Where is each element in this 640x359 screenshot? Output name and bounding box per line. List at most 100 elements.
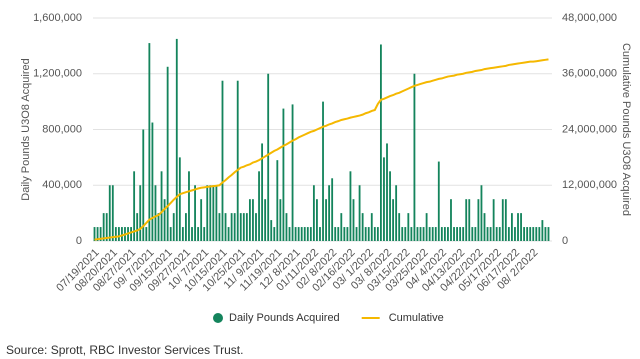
bar bbox=[108, 185, 111, 241]
bar bbox=[468, 199, 471, 241]
bar bbox=[480, 185, 483, 241]
bar bbox=[194, 185, 196, 241]
bar bbox=[514, 227, 516, 241]
bar bbox=[273, 227, 276, 241]
bar bbox=[389, 171, 391, 241]
legend-item: Cumulative bbox=[361, 312, 444, 324]
bar bbox=[233, 213, 236, 241]
bar bbox=[434, 227, 437, 241]
bar bbox=[93, 227, 96, 241]
bar bbox=[407, 213, 410, 241]
bar bbox=[447, 227, 449, 241]
bar bbox=[252, 199, 254, 241]
bar bbox=[218, 213, 221, 241]
bar bbox=[450, 199, 452, 241]
bar bbox=[428, 227, 431, 241]
bar bbox=[501, 199, 504, 241]
bar bbox=[215, 185, 218, 241]
y-tick-label: 400,000 bbox=[42, 179, 82, 191]
bar bbox=[517, 213, 519, 241]
legend-swatch bbox=[213, 313, 223, 323]
bar bbox=[404, 227, 407, 241]
y2-tick-label: 48,000,000 bbox=[562, 12, 617, 24]
bar bbox=[197, 227, 200, 241]
bar bbox=[355, 227, 358, 241]
bar bbox=[547, 227, 550, 241]
bar bbox=[267, 73, 270, 241]
bar bbox=[379, 44, 382, 242]
bar bbox=[255, 213, 257, 241]
bar bbox=[492, 199, 495, 241]
bar bbox=[477, 199, 480, 241]
bar bbox=[352, 199, 355, 241]
bar bbox=[160, 171, 163, 241]
y-axis-title: Daily Pounds U3O8 Acquired bbox=[20, 58, 32, 200]
bar bbox=[163, 199, 166, 241]
bar bbox=[511, 213, 513, 241]
bar bbox=[111, 185, 114, 241]
bar bbox=[276, 160, 279, 241]
bar bbox=[261, 143, 264, 241]
bar bbox=[230, 213, 233, 241]
bar bbox=[346, 227, 349, 241]
bar bbox=[349, 171, 352, 241]
bar bbox=[172, 213, 175, 241]
bar bbox=[294, 227, 297, 241]
bar bbox=[422, 227, 425, 241]
bar bbox=[157, 213, 160, 241]
bar bbox=[386, 143, 388, 241]
bar bbox=[431, 227, 434, 241]
bar bbox=[401, 227, 404, 241]
bar bbox=[419, 227, 422, 241]
bar bbox=[309, 227, 312, 241]
bar bbox=[148, 43, 151, 242]
bar bbox=[456, 227, 458, 241]
y2-tick-label: 12,000,000 bbox=[562, 179, 617, 191]
bar bbox=[416, 227, 419, 241]
legend-label: Cumulative bbox=[389, 312, 444, 324]
bar bbox=[151, 122, 154, 241]
bar bbox=[288, 227, 291, 241]
bar bbox=[316, 199, 318, 241]
bar bbox=[376, 227, 379, 241]
legend-label: Daily Pounds Acquired bbox=[229, 312, 340, 324]
y2-axis-title: Cumulative Pounds U3O8 Acquired bbox=[620, 43, 632, 216]
bar bbox=[114, 227, 117, 241]
bar bbox=[474, 227, 477, 241]
bar bbox=[425, 213, 428, 241]
bar bbox=[370, 213, 373, 241]
bar bbox=[392, 199, 395, 241]
bar bbox=[507, 227, 510, 241]
bar bbox=[258, 171, 260, 241]
bar bbox=[520, 213, 522, 241]
bar bbox=[312, 185, 315, 241]
bar bbox=[102, 213, 105, 241]
bar bbox=[209, 185, 212, 241]
bar bbox=[291, 104, 294, 241]
y-tick-label: 800,000 bbox=[42, 123, 82, 135]
y-tick-label: 0 bbox=[76, 235, 82, 247]
bar bbox=[334, 227, 337, 241]
y2-tick-label: 36,000,000 bbox=[562, 68, 617, 80]
bar bbox=[130, 227, 132, 241]
bar bbox=[105, 213, 108, 241]
bar bbox=[410, 227, 413, 241]
bar bbox=[504, 199, 507, 241]
legend-item: Daily Pounds Acquired bbox=[213, 312, 340, 324]
bar bbox=[544, 227, 547, 241]
bar bbox=[227, 227, 230, 241]
bar bbox=[331, 178, 334, 241]
bar bbox=[526, 227, 529, 241]
bar bbox=[142, 129, 145, 241]
bar bbox=[361, 213, 364, 241]
source-note: Source: Sprott, RBC Investor Services Tr… bbox=[6, 343, 243, 357]
bar bbox=[245, 213, 248, 241]
bar bbox=[489, 227, 492, 241]
bar bbox=[212, 185, 215, 241]
bar bbox=[395, 185, 398, 241]
bar bbox=[139, 185, 142, 241]
bar bbox=[532, 227, 535, 241]
bar bbox=[483, 213, 486, 241]
bar bbox=[325, 199, 327, 241]
bar bbox=[337, 227, 340, 241]
